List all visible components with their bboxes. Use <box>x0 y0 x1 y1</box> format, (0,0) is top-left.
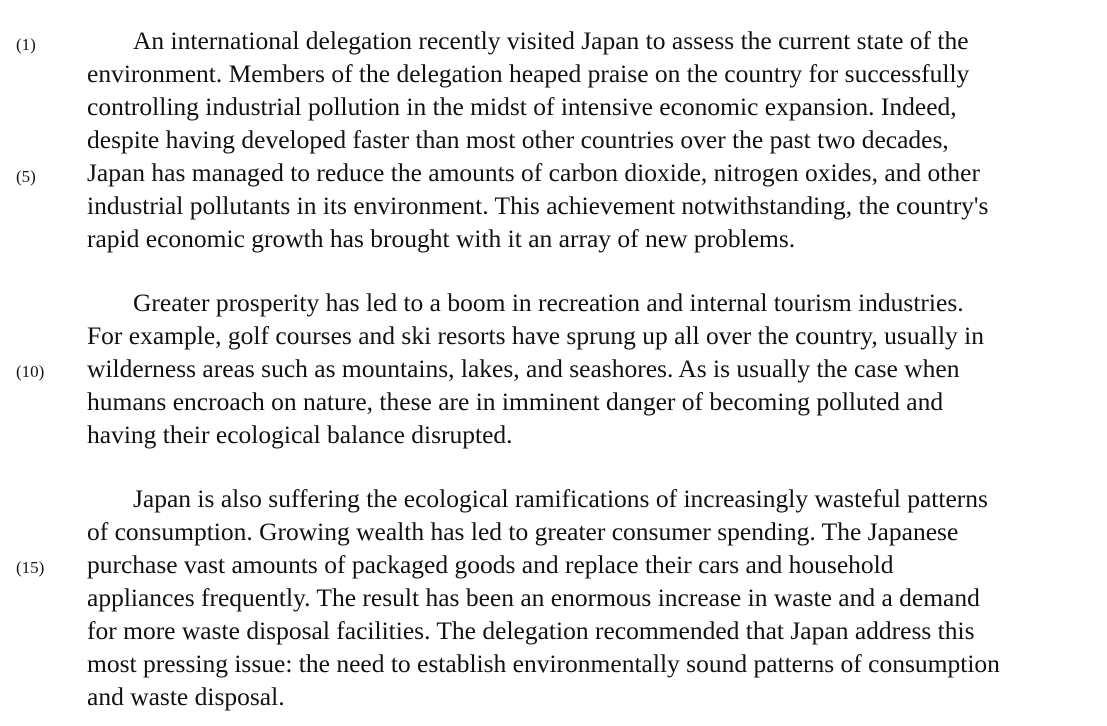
paragraph-line: environment. Members of the delegation h… <box>87 59 970 88</box>
line-number-15: (15) <box>16 558 45 577</box>
paragraph-line: Japan has managed to reduce the amounts … <box>87 158 980 187</box>
paragraph-line: of consumption. Growing wealth has led t… <box>87 517 959 546</box>
paragraph-line: wilderness areas such as mountains, lake… <box>87 354 960 383</box>
paragraph-line: For example, golf courses and ski resort… <box>87 321 985 350</box>
paragraph-line: and waste disposal. <box>87 682 285 711</box>
line-number-5: (5) <box>16 167 36 186</box>
paragraph-line: An international delegation recently vis… <box>133 26 969 55</box>
line-number-10: (10) <box>16 362 45 381</box>
paragraph-line: industrial pollutants in its environment… <box>87 191 989 220</box>
paragraph-line: Japan is also suffering the ecological r… <box>133 484 988 513</box>
paragraph-line: controlling industrial pollution in the … <box>87 92 957 121</box>
paragraph-line: for more waste disposal facilities. The … <box>87 616 975 645</box>
paragraph-line: despite having developed faster than mos… <box>87 125 949 154</box>
paragraph-line: having their ecological balance disrupte… <box>87 420 513 449</box>
paragraph-line: purchase vast amounts of packaged goods … <box>87 550 894 579</box>
paragraph-line: appliances frequently. The result has be… <box>87 583 980 612</box>
paragraph-line: rapid economic growth has brought with i… <box>87 224 796 253</box>
paragraph-line: humans encroach on nature, these are in … <box>87 387 944 416</box>
paragraph-line: most pressing issue: the need to establi… <box>87 649 1000 678</box>
paragraph-line: Greater prosperity has led to a boom in … <box>133 288 964 317</box>
line-number-1: (1) <box>16 35 36 54</box>
